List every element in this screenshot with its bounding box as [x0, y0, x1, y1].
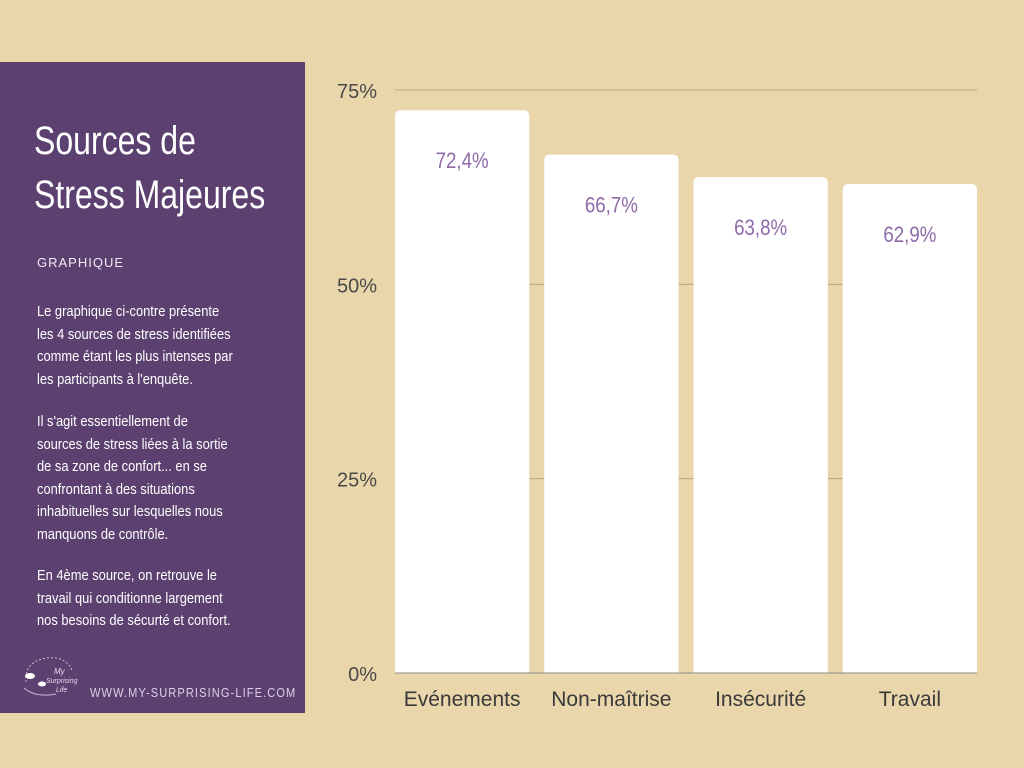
paragraph-1: Le graphique ci-contre présente les 4 sou…	[37, 303, 233, 388]
data-label: 63,8%	[734, 217, 787, 241]
bar	[842, 184, 977, 674]
x-tick-label: Travail	[879, 688, 941, 711]
x-tick-label: Insécurité	[715, 688, 806, 711]
data-label: 72,4%	[436, 150, 489, 174]
paragraph-2: Il s'agit essentiellement de sources de s…	[37, 413, 228, 543]
y-tick-label: 75%	[337, 81, 377, 103]
y-tick-label: 0%	[348, 664, 377, 686]
svg-text:Surprising: Surprising	[46, 678, 78, 685]
logo-icon: My Surprising Life	[23, 657, 78, 696]
y-tick-label: 25%	[337, 470, 377, 492]
subtitle: GRAPHIQUE	[37, 255, 125, 270]
bar	[693, 177, 828, 673]
paragraph-3: En 4ème source, on retrouve le travail qu…	[37, 567, 231, 630]
data-label: 66,7%	[585, 194, 638, 218]
y-tick-label: 50%	[337, 275, 377, 297]
svg-text:Life: Life	[56, 687, 67, 694]
bar	[395, 110, 530, 673]
title-line: Sources de	[34, 119, 196, 163]
page-title: Sources de Stress Majeures	[34, 114, 265, 222]
svg-text:My: My	[54, 667, 66, 676]
x-tick-label: Non-maîtrise	[551, 688, 671, 711]
title-line: Stress Majeures	[34, 173, 266, 217]
data-label: 62,9%	[883, 224, 936, 248]
website-link[interactable]: WWW.MY-SURPRISING-LIFE.COM	[90, 685, 297, 700]
bar	[544, 154, 679, 673]
x-tick-label: Evénements	[404, 688, 521, 711]
info-panel: Sources de Stress Majeures GRAPHIQUE Le …	[0, 62, 305, 713]
